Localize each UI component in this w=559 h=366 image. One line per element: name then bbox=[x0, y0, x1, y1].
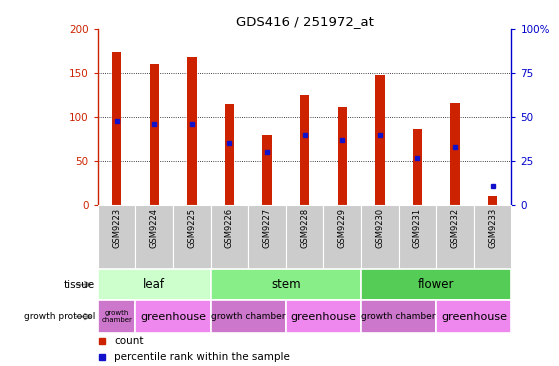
Bar bbox=[436, 300, 511, 333]
Bar bbox=[451, 103, 459, 205]
Bar bbox=[135, 205, 173, 269]
Text: GSM9230: GSM9230 bbox=[375, 208, 385, 248]
Text: flower: flower bbox=[418, 278, 454, 291]
Bar bbox=[324, 205, 361, 269]
Bar bbox=[98, 300, 135, 333]
Bar bbox=[187, 57, 197, 205]
Bar bbox=[112, 52, 121, 205]
Bar bbox=[98, 205, 135, 269]
Title: GDS416 / 251972_at: GDS416 / 251972_at bbox=[236, 15, 373, 28]
Bar bbox=[286, 205, 324, 269]
Bar bbox=[375, 75, 385, 205]
Text: growth
chamber: growth chamber bbox=[101, 310, 132, 323]
Bar bbox=[211, 300, 286, 333]
Bar bbox=[286, 300, 361, 333]
Bar bbox=[300, 95, 309, 205]
Text: stem: stem bbox=[271, 278, 301, 291]
Text: GSM9228: GSM9228 bbox=[300, 208, 309, 248]
Bar bbox=[150, 64, 159, 205]
Text: GSM9233: GSM9233 bbox=[488, 208, 497, 249]
Text: greenhouse: greenhouse bbox=[291, 311, 357, 322]
Bar bbox=[413, 128, 422, 205]
Bar bbox=[436, 205, 474, 269]
Text: count: count bbox=[115, 336, 144, 346]
Text: greenhouse: greenhouse bbox=[140, 311, 206, 322]
Bar bbox=[361, 269, 511, 300]
Bar bbox=[262, 135, 272, 205]
Bar bbox=[98, 269, 211, 300]
Text: GSM9231: GSM9231 bbox=[413, 208, 422, 248]
Text: GSM9229: GSM9229 bbox=[338, 208, 347, 248]
Text: leaf: leaf bbox=[143, 278, 165, 291]
Text: GSM9224: GSM9224 bbox=[150, 208, 159, 248]
Text: tissue: tissue bbox=[64, 280, 95, 290]
Bar bbox=[135, 300, 211, 333]
Bar bbox=[211, 205, 248, 269]
Bar bbox=[361, 300, 436, 333]
Bar bbox=[338, 107, 347, 205]
Bar bbox=[488, 196, 498, 205]
Text: GSM9232: GSM9232 bbox=[451, 208, 459, 248]
Text: GSM9225: GSM9225 bbox=[187, 208, 196, 248]
Bar bbox=[173, 205, 211, 269]
Bar bbox=[225, 104, 234, 205]
Text: growth chamber: growth chamber bbox=[362, 312, 436, 321]
Text: greenhouse: greenhouse bbox=[441, 311, 507, 322]
Text: GSM9227: GSM9227 bbox=[263, 208, 272, 248]
Text: percentile rank within the sample: percentile rank within the sample bbox=[115, 352, 290, 362]
Bar bbox=[248, 205, 286, 269]
Text: GSM9223: GSM9223 bbox=[112, 208, 121, 248]
Text: GSM9226: GSM9226 bbox=[225, 208, 234, 248]
Bar bbox=[211, 269, 361, 300]
Bar bbox=[474, 205, 511, 269]
Bar bbox=[399, 205, 436, 269]
Text: growth chamber: growth chamber bbox=[211, 312, 286, 321]
Bar bbox=[361, 205, 399, 269]
Text: growth protocol: growth protocol bbox=[23, 312, 95, 321]
